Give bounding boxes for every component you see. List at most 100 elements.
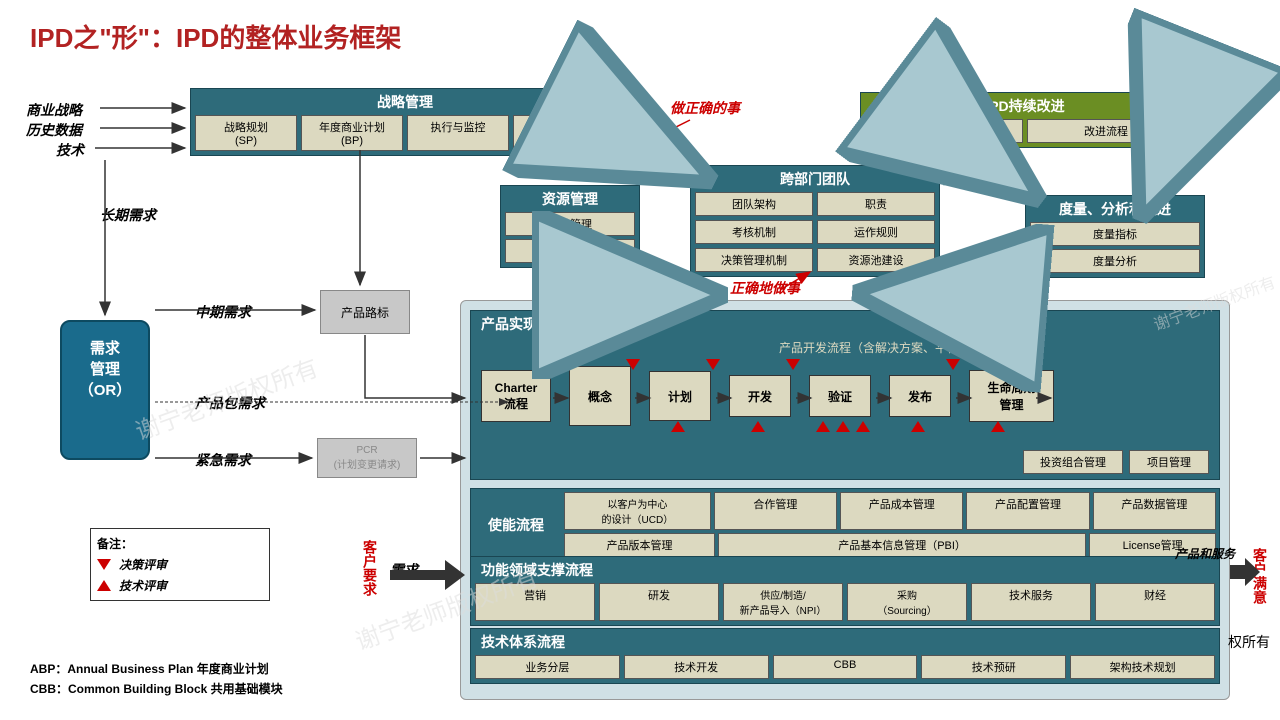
process-panel: 产品实现流程 产品开发流程（含解决方案、平台开发、服务） Charter 流程 … <box>470 310 1220 480</box>
resource-item-0: 管道管理 <box>505 212 635 236</box>
tech-item-4: 架构技术规划 <box>1070 655 1215 679</box>
stage-1: 概念 <box>569 366 631 426</box>
tech-marker-icon <box>816 421 830 432</box>
page-title: IPD之"形"：IPD的整体业务框架 <box>30 18 401 55</box>
tech-marker-icon <box>671 421 685 432</box>
enable-item-0: 以客户为中心 的设计（UCD） <box>564 492 711 530</box>
annotation-do-correctly: 正确地做事 <box>730 278 800 298</box>
func-panel: 功能领域支撑流程 营销 研发 供应/制造/ 新产品导入（NPI） 采购 （Sou… <box>470 556 1220 626</box>
req-mgmt-l1: 需求 <box>72 337 138 358</box>
tech-marker-icon <box>911 421 925 432</box>
process-subtitle: 产品开发流程（含解决方案、平台开发、服务） <box>471 337 1219 358</box>
resource-title: 资源管理 <box>501 186 639 212</box>
process-title: 产品实现流程 <box>471 311 1219 337</box>
tech-marker-icon <box>856 421 870 432</box>
demand-mid: 中期需求 <box>195 302 251 322</box>
copyright-text: 权所有 <box>1228 632 1270 652</box>
strategic-item-3: 业绩评估 <box>513 115 615 151</box>
annotation-correct-thing: 做正确的事 <box>670 98 740 118</box>
team-title: 跨部门团队 <box>691 166 939 192</box>
demand-urgent: 紧急需求 <box>195 450 251 470</box>
team-item-1: 职责 <box>817 192 935 216</box>
improvement-item-0: 变革进展度评估（TPM） <box>865 119 1023 143</box>
legend-box: 备注： 决策评审 技术评审 <box>90 528 270 601</box>
func-item-2: 供应/制造/ 新产品导入（NPI） <box>723 583 843 621</box>
decision-marker-icon <box>786 359 800 370</box>
decision-marker-icon <box>626 359 640 370</box>
tech-item-0: 业务分层 <box>475 655 620 679</box>
legend-l2: 技术评审 <box>119 577 167 594</box>
strategic-item-0: 战略规划 (SP) <box>195 115 297 151</box>
tech-item-2: CBB <box>773 655 918 679</box>
roadmap-box: 产品路标 <box>320 290 410 334</box>
func-item-3: 采购 （Sourcing） <box>847 583 967 621</box>
enable-item-1: 合作管理 <box>714 492 837 530</box>
stage-3: 开发 <box>729 375 791 417</box>
enable-item-4: 产品数据管理 <box>1093 492 1216 530</box>
measure-item-1: 度量分析 <box>1030 249 1200 273</box>
customer-satisfaction-label: 客户满意 <box>1250 548 1270 604</box>
req-mgmt-box: 需求 管理 （OR） <box>60 320 150 460</box>
func-item-4: 技术服务 <box>971 583 1091 621</box>
enable-title: 使能流程 <box>471 489 561 560</box>
enable-item-3: 产品配置管理 <box>966 492 1089 530</box>
team-item-5: 资源池建设 <box>817 248 935 272</box>
pcr-box: PCR (计划变更请求) <box>317 438 417 478</box>
tech-marker-icon <box>991 421 1005 432</box>
resource-item-1: 知识管理 <box>505 239 635 263</box>
improvement-panel: IPD持续改进 变革进展度评估（TPM） 改进流程 <box>860 92 1190 148</box>
enable-item-6: 产品基本信息管理（PBI） <box>718 533 1086 557</box>
func-title: 功能领域支撑流程 <box>471 557 1219 583</box>
measure-item-0: 度量指标 <box>1030 222 1200 246</box>
tech-marker-icon <box>836 421 850 432</box>
strategic-item-1: 年度商业计划 (BP) <box>301 115 403 151</box>
enable-item-5: 产品版本管理 <box>564 533 715 557</box>
func-item-1: 研发 <box>599 583 719 621</box>
stage-2: 计划 <box>649 371 711 421</box>
process-extra-1: 项目管理 <box>1129 450 1209 474</box>
enable-panel: 使能流程 以客户为中心 的设计（UCD） 合作管理 产品成本管理 产品配置管理 … <box>470 488 1220 561</box>
decision-review-icon <box>97 559 111 570</box>
measure-panel: 度量、分析和改进 度量指标 度量分析 <box>1025 195 1205 278</box>
stage-5: 发布 <box>889 375 951 417</box>
improvement-title: IPD持续改进 <box>861 93 1189 119</box>
legend-l1: 决策评审 <box>119 556 167 573</box>
func-item-5: 财经 <box>1095 583 1215 621</box>
measure-title: 度量、分析和改进 <box>1026 196 1204 222</box>
team-item-4: 决策管理机制 <box>695 248 813 272</box>
team-item-0: 团队架构 <box>695 192 813 216</box>
resource-panel: 资源管理 管道管理 知识管理 <box>500 185 640 268</box>
stage-4: 验证 <box>809 375 871 417</box>
process-extra-0: 投资组合管理 <box>1023 450 1123 474</box>
team-panel: 跨部门团队 团队架构职责 考核机制运作规则 决策管理机制资源池建设 <box>690 165 940 277</box>
strategic-panel: 战略管理 战略规划 (SP) 年度商业计划 (BP) 执行与监控 业绩评估 <box>190 88 620 156</box>
team-item-2: 考核机制 <box>695 220 813 244</box>
tech-review-icon <box>97 580 111 591</box>
func-item-0: 营销 <box>475 583 595 621</box>
improvement-item-1: 改进流程 <box>1027 119 1185 143</box>
tech-title: 技术体系流程 <box>471 629 1219 655</box>
footnote-1: ABP：Annual Business Plan 年度商业计划 <box>30 660 269 677</box>
prod-svc-label: 产品和服务 <box>1175 545 1235 562</box>
tech-marker-icon <box>751 421 765 432</box>
input-label-3: 技术 <box>56 140 84 160</box>
demand-pkg: 产品包需求 <box>195 393 265 413</box>
customer-request-label: 客户要求 <box>360 540 380 596</box>
team-item-3: 运作规则 <box>817 220 935 244</box>
req-mgmt-l3: （OR） <box>72 379 138 400</box>
footnote-2: CBB：Common Building Block 共用基础模块 <box>30 680 283 697</box>
decision-marker-icon <box>1026 359 1040 370</box>
input-label-2: 历史数据 <box>26 120 82 140</box>
demand-long: 长期需求 <box>100 205 156 225</box>
tech-panel: 技术体系流程 业务分层 技术开发 CBB 技术预研 架构技术规划 <box>470 628 1220 684</box>
req-mgmt-l2: 管理 <box>72 358 138 379</box>
tech-item-3: 技术预研 <box>921 655 1066 679</box>
demand-label: 需求 <box>390 560 418 580</box>
strategic-item-2: 执行与监控 <box>407 115 509 151</box>
tech-item-1: 技术开发 <box>624 655 769 679</box>
strategic-title: 战略管理 <box>191 89 619 115</box>
decision-marker-icon <box>946 359 960 370</box>
legend-title: 备注： <box>97 535 263 552</box>
stage-6: 生命周期 管理 <box>969 370 1054 422</box>
enable-item-2: 产品成本管理 <box>840 492 963 530</box>
